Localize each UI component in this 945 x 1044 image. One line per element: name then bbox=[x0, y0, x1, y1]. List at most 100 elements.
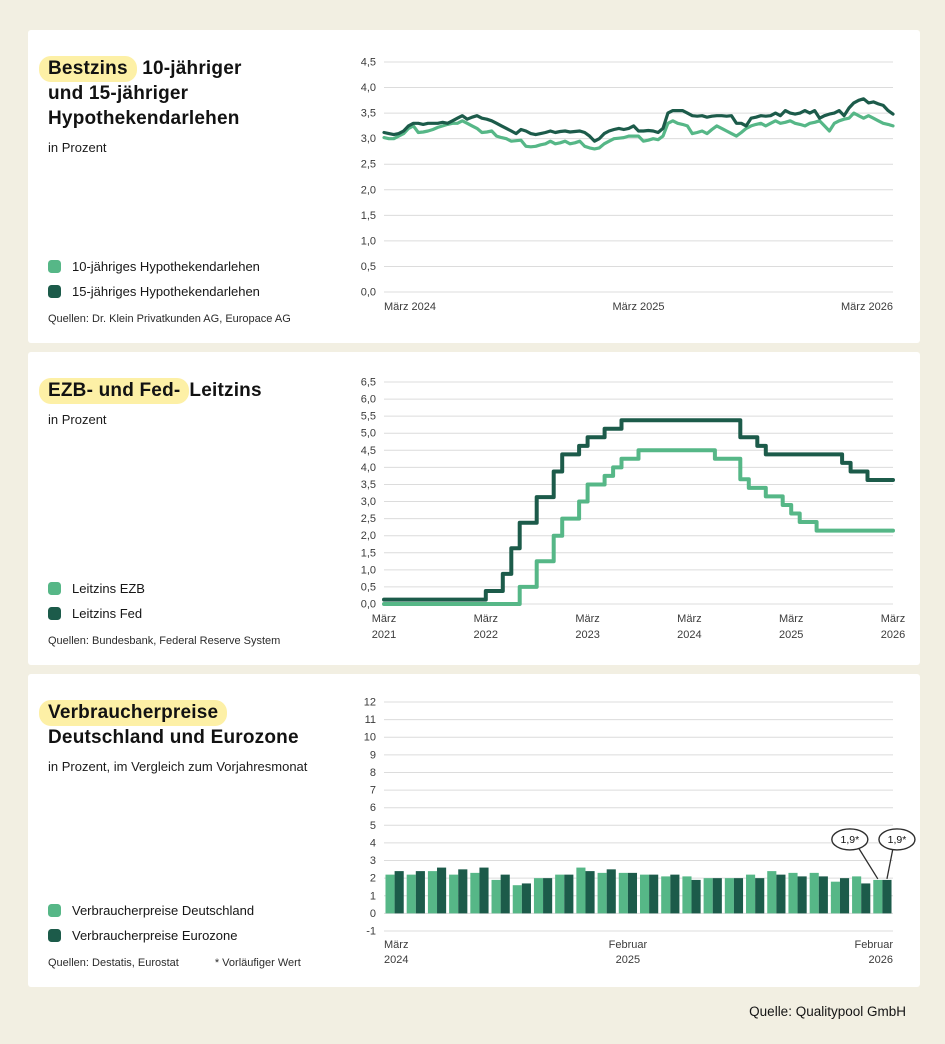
legend-item-eurozone: Verbraucherpreise Eurozone bbox=[48, 928, 348, 943]
svg-text:1,9*: 1,9* bbox=[888, 834, 907, 846]
svg-text:-1: -1 bbox=[366, 926, 376, 938]
title-rest: 10-jähriger bbox=[136, 58, 242, 79]
legend-swatch-light-green bbox=[48, 260, 61, 273]
panel-verbraucherpreise: Verbraucherpreise Deutschland und Eurozo… bbox=[28, 674, 920, 987]
svg-text:12: 12 bbox=[364, 697, 376, 709]
svg-text:Februar: Februar bbox=[854, 939, 893, 951]
svg-text:3,0: 3,0 bbox=[361, 133, 376, 145]
panel-bestzins-legend: 10-jähriges Hypothekendarlehen 15-jährig… bbox=[48, 249, 348, 299]
legend-item-ezb: Leitzins EZB bbox=[48, 581, 348, 596]
panel-leitzins-legend: Leitzins EZB Leitzins Fed bbox=[48, 571, 348, 621]
svg-text:5,0: 5,0 bbox=[361, 428, 376, 440]
svg-text:Februar: Februar bbox=[609, 939, 648, 951]
svg-text:4,5: 4,5 bbox=[361, 57, 376, 69]
legend-label: Leitzins EZB bbox=[72, 581, 145, 596]
svg-text:0,0: 0,0 bbox=[361, 599, 376, 611]
svg-text:März: März bbox=[372, 613, 396, 625]
svg-text:5,5: 5,5 bbox=[361, 411, 376, 423]
verbraucherpreise-chart: -1 0 1 2 3 4 5 6 7 8 9 10 11 12 1,9* 1,9* März 2024 Februa… bbox=[348, 686, 916, 973]
svg-text:2: 2 bbox=[370, 873, 376, 885]
svg-text:0,0: 0,0 bbox=[361, 287, 376, 299]
svg-text:2026: 2026 bbox=[881, 629, 905, 641]
svg-text:1,0: 1,0 bbox=[361, 235, 376, 247]
panel-leitzins-source: Quellen: Bundesbank, Federal Reserve Sys… bbox=[48, 635, 281, 647]
legend-label: Leitzins Fed bbox=[72, 606, 143, 621]
legend-label: 15-jähriges Hypothekendarlehen bbox=[72, 284, 260, 299]
svg-text:März: März bbox=[779, 613, 803, 625]
panel-verbraucherpreise-info: Verbraucherpreise Deutschland und Eurozo… bbox=[39, 692, 348, 973]
panel-bestzins-subtitle: in Prozent bbox=[48, 140, 107, 156]
title-line2: und 15-jähriger bbox=[48, 83, 189, 105]
svg-text:1,0: 1,0 bbox=[361, 564, 376, 576]
svg-text:März 2024: März 2024 bbox=[384, 301, 436, 313]
title-line2: Deutschland und Eurozone bbox=[48, 727, 299, 749]
panel-leitzins-subtitle: in Prozent bbox=[48, 412, 107, 428]
legend-swatch-dark-green bbox=[48, 929, 61, 942]
svg-text:März: März bbox=[474, 613, 498, 625]
legend-item-fed: Leitzins Fed bbox=[48, 606, 348, 621]
svg-text:4,0: 4,0 bbox=[361, 462, 376, 474]
svg-text:2025: 2025 bbox=[779, 629, 803, 641]
leitzins-chart: 0,0 0,5 1,0 1,5 2,0 2,5 3,0 3,5 4,0 4,5 5,0 5,5 6,0 6… bbox=[348, 364, 906, 651]
panel-bestzins-source: Quellen: Dr. Klein Privatkunden AG, Euro… bbox=[48, 313, 291, 325]
svg-text:März: März bbox=[881, 613, 905, 625]
svg-text:März: März bbox=[384, 939, 408, 951]
panel-verbraucherpreise-source: Quellen: Destatis, Eurostat * Vorläufige… bbox=[48, 957, 301, 969]
title-highlight: Bestzins bbox=[39, 56, 137, 82]
bestzins-line-chart: 0,0 0,5 1,0 1,5 2,0 2,5 3,0 3,5 4,0 4,5 März 2024 M… bbox=[361, 57, 895, 313]
svg-text:2024: 2024 bbox=[384, 954, 408, 966]
svg-text:1,9*: 1,9* bbox=[840, 834, 859, 846]
legend-item-10j: 10-jähriges Hypothekendarlehen bbox=[48, 259, 348, 274]
svg-text:6,0: 6,0 bbox=[361, 394, 376, 406]
title-line3: Hypothekendarlehen bbox=[48, 108, 240, 130]
legend-label: Verbraucherpreise Eurozone bbox=[72, 928, 238, 943]
panel-bestzins-info: Bestzins 10-jähriger und 15-jähriger Hyp… bbox=[39, 48, 348, 329]
svg-text:2,0: 2,0 bbox=[361, 184, 376, 196]
panel-verbraucherpreise-title: Verbraucherpreise Deutschland und Eurozo… bbox=[39, 700, 348, 750]
legend-label: 10-jähriges Hypothekendarlehen bbox=[72, 259, 260, 274]
svg-text:6: 6 bbox=[370, 802, 376, 814]
panel-leitzins: EZB- und Fed- Leitzins in Prozent Leitzin… bbox=[28, 352, 920, 665]
svg-text:März 2026: März 2026 bbox=[841, 301, 893, 313]
svg-text:3,5: 3,5 bbox=[361, 479, 376, 491]
svg-text:4,0: 4,0 bbox=[361, 82, 376, 94]
bestzins-chart: 0,0 0,5 1,0 1,5 2,0 2,5 3,0 3,5 4,0 4,5 März 2024 M… bbox=[348, 42, 906, 329]
svg-text:1,5: 1,5 bbox=[361, 547, 376, 559]
svg-text:3,5: 3,5 bbox=[361, 108, 376, 120]
svg-text:1: 1 bbox=[370, 890, 376, 902]
svg-text:6,5: 6,5 bbox=[361, 377, 376, 389]
svg-text:2026: 2026 bbox=[869, 954, 893, 966]
svg-text:4: 4 bbox=[370, 837, 376, 849]
page-source: Quelle: Qualitypool GmbH bbox=[749, 1004, 906, 1019]
svg-text:0,5: 0,5 bbox=[361, 581, 376, 593]
svg-text:März: März bbox=[575, 613, 599, 625]
svg-text:2025: 2025 bbox=[616, 954, 640, 966]
leitzins-step-chart: 0,0 0,5 1,0 1,5 2,0 2,5 3,0 3,5 4,0 4,5 5,0 5,5 6,0 6… bbox=[361, 377, 906, 642]
title-rest: Leitzins bbox=[189, 380, 262, 401]
svg-text:März 2025: März 2025 bbox=[613, 301, 665, 313]
panel-verbraucherpreise-subtitle: in Prozent, im Vergleich zum Vorjahresmo… bbox=[48, 759, 308, 775]
svg-text:0: 0 bbox=[370, 908, 376, 920]
legend-label: Verbraucherpreise Deutschland bbox=[72, 903, 255, 918]
svg-text:4,5: 4,5 bbox=[361, 445, 376, 457]
svg-text:8: 8 bbox=[370, 767, 376, 779]
svg-text:11: 11 bbox=[365, 714, 376, 726]
title-highlight: EZB- und Fed- bbox=[39, 378, 190, 404]
svg-text:3,0: 3,0 bbox=[361, 496, 376, 508]
svg-text:März: März bbox=[677, 613, 701, 625]
svg-text:0,5: 0,5 bbox=[361, 261, 376, 273]
legend-swatch-dark-green bbox=[48, 285, 61, 298]
panel-leitzins-info: EZB- und Fed- Leitzins in Prozent Leitzin… bbox=[39, 370, 348, 651]
svg-text:1,5: 1,5 bbox=[361, 210, 376, 222]
legend-swatch-light-green bbox=[48, 582, 61, 595]
panel-bestzins: Bestzins 10-jähriger und 15-jähriger Hyp… bbox=[28, 30, 920, 343]
svg-text:2022: 2022 bbox=[474, 629, 498, 641]
svg-text:3: 3 bbox=[370, 855, 376, 867]
panel-bestzins-title: Bestzins 10-jähriger und 15-jähriger Hyp… bbox=[39, 56, 348, 131]
legend-swatch-dark-green bbox=[48, 607, 61, 620]
preliminary-note: * Vorläufiger Wert bbox=[214, 957, 301, 969]
svg-text:9: 9 bbox=[370, 749, 376, 761]
infographic-page: Bestzins 10-jähriger und 15-jähriger Hyp… bbox=[28, 30, 920, 1019]
panel-leitzins-title: EZB- und Fed- Leitzins bbox=[39, 378, 348, 404]
